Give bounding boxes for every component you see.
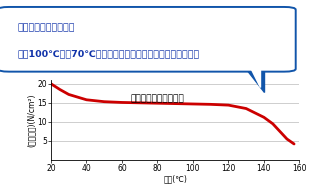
Polygon shape bbox=[251, 69, 260, 87]
X-axis label: 温度(℃): 温度(℃) bbox=[163, 174, 187, 184]
Y-axis label: (圧縮強さ)(N/cm²): (圧縮強さ)(N/cm²) bbox=[27, 93, 36, 147]
Text: 約＋100℃～－70℃の温度条件下でも安定して使用できます: 約＋100℃～－70℃の温度条件下でも安定して使用できます bbox=[18, 49, 200, 58]
Text: 硬質ウレタンフォームの温度と圧縮強さの関係: 硬質ウレタンフォームの温度と圧縮強さの関係 bbox=[99, 52, 222, 62]
FancyBboxPatch shape bbox=[0, 7, 296, 72]
Text: 熱硬化性樹脂のため、: 熱硬化性樹脂のため、 bbox=[18, 23, 75, 32]
Text: 硬質ウレタンフォーム: 硬質ウレタンフォーム bbox=[131, 95, 184, 104]
Polygon shape bbox=[246, 69, 264, 92]
